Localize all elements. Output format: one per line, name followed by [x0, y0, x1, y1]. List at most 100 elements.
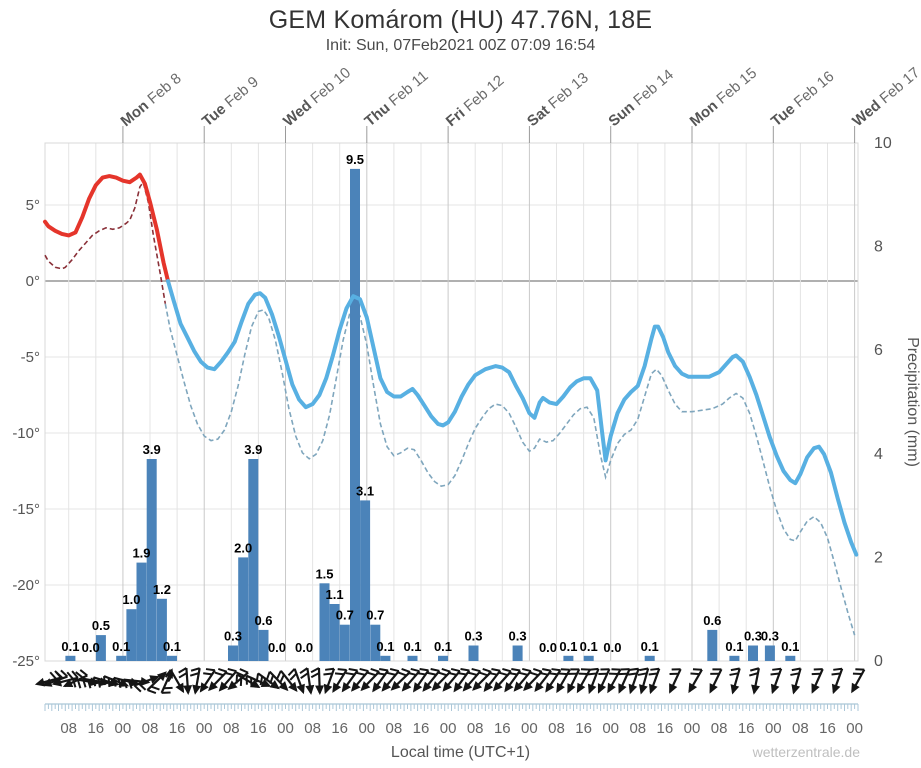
day-label: Sun Feb 14 [605, 66, 677, 130]
precip-bar [248, 459, 259, 661]
wind-barb-icon [492, 667, 512, 692]
precip-value-label: 0.6 [703, 613, 721, 628]
precip-bar [748, 645, 758, 661]
x-tick-label: 00 [684, 720, 701, 737]
precip-bar [339, 624, 350, 661]
day-label: Sat Feb 13 [524, 69, 592, 130]
wind-barb-icon [587, 667, 600, 695]
wind-barb-icon [607, 668, 622, 694]
x-tick-label: 00 [765, 720, 782, 737]
wind-barb-icon [688, 668, 703, 694]
x-tick-label: 08 [223, 720, 240, 737]
day-label: Mon Feb 15 [687, 65, 761, 131]
wind-barb-icon [227, 668, 249, 690]
precip-value-label: 0.0 [82, 640, 100, 655]
precip-bar [370, 624, 381, 661]
wind-barb-icon [245, 674, 272, 687]
precip-tick-label: 4 [874, 446, 883, 463]
x-tick-label: 16 [250, 720, 267, 737]
x-tick-label: 08 [386, 720, 403, 737]
x-tick-label: 16 [575, 720, 592, 737]
precip-value-label: 0.3 [509, 629, 527, 644]
precip-value-label: 0.1 [112, 639, 130, 654]
wind-barb-icon [618, 668, 631, 694]
x-tick-label: 00 [602, 720, 619, 737]
precip-value-label: 3.1 [356, 483, 374, 498]
precip-tick-label: 10 [874, 135, 892, 152]
day-label: Tue Feb 16 [768, 68, 837, 130]
x-tick-label: 16 [413, 720, 430, 737]
hour-tick-comb [44, 703, 859, 711]
wind-barb-icon [770, 667, 783, 695]
dewpoint-line [44, 180, 856, 636]
x-tick-label: 08 [548, 720, 565, 737]
x-tick-label: 00 [196, 720, 213, 737]
precip-value-label: 0.1 [61, 639, 79, 654]
precip-bar [360, 500, 371, 661]
precip-value-label: 0.1 [403, 639, 421, 654]
x-tick-label: 16 [657, 720, 674, 737]
x-tick-label: 08 [711, 720, 728, 737]
wind-barb-icon [709, 668, 723, 694]
wind-barb-icon [462, 667, 482, 692]
precip-bar [116, 655, 127, 661]
wind-barb-icon [545, 668, 562, 693]
x-tick-label: 08 [629, 720, 646, 737]
wind-barb-icon [133, 675, 160, 693]
wind-barb-icon [637, 667, 650, 695]
wind-barb-icon [513, 667, 532, 692]
precip-value-label: 1.0 [122, 592, 140, 607]
wind-barb-icon [218, 667, 238, 692]
precip-tick-label: 0 [874, 653, 883, 670]
watermark: wetterzentrale.de [752, 744, 860, 760]
precip-bar [707, 629, 718, 661]
day-label: Tue Feb 9 [199, 73, 262, 130]
wind-barb-icon [92, 676, 120, 688]
wind-barb-icon [208, 668, 228, 692]
precip-value-label: 0.1 [434, 639, 452, 654]
precip-value-label: 0.3 [744, 629, 762, 644]
wind-barb-icon [431, 668, 452, 692]
x-axis-title: Local time (UTC+1) [390, 744, 531, 761]
wind-barb-icon [576, 668, 591, 694]
wind-barb-icon [255, 672, 280, 690]
chart-subtitle: Init: Sun, 07Feb2021 00Z 07:09 16:54 [325, 37, 596, 54]
precip-bar [583, 655, 594, 661]
precip-value-label: 1.5 [315, 566, 333, 581]
wind-barb-icon [360, 668, 381, 692]
precip-value-label: 1.9 [132, 546, 150, 561]
wind-barb-icon [729, 667, 741, 695]
day-label: Thu Feb 11 [361, 67, 431, 130]
wind-barb-icon [669, 668, 682, 694]
precip-value-label: 0.0 [603, 640, 621, 655]
wind-barb-icon [199, 668, 216, 693]
precip-bar [350, 168, 360, 661]
precip-value-label: 1.2 [153, 582, 171, 597]
temp-tick-label: -10° [12, 425, 40, 442]
wind-barb-icon [831, 667, 844, 695]
precip-value-label: 0.3 [761, 629, 779, 644]
x-tick-label: 00 [846, 720, 863, 737]
temp-tick-label: -20° [12, 577, 40, 594]
precip-value-label: 0.5 [92, 618, 110, 633]
precip-tick-label: 8 [874, 239, 883, 256]
precip-bar [380, 655, 391, 661]
wind-barb-icon [287, 668, 305, 695]
precip-value-label: 0.6 [254, 613, 272, 628]
precip-bar [512, 645, 523, 661]
precip-value-label: 3.9 [143, 442, 161, 457]
precip-value-label: 0.1 [559, 639, 577, 654]
x-tick-label: 16 [169, 720, 186, 737]
x-tick-label: 00 [521, 720, 538, 737]
precip-value-label: 0.3 [224, 629, 242, 644]
x-tick-label: 08 [60, 720, 77, 737]
wind-barb-icon [567, 668, 581, 694]
wind-barb-icon [178, 667, 193, 695]
page-title: GEM Komárom (HU) 47.76N, 18E [268, 6, 653, 34]
wind-barb-icon [483, 668, 502, 693]
precip-bar [319, 583, 330, 661]
day-label: Wed Feb 17 [849, 64, 921, 130]
precip-bar [258, 629, 269, 661]
precip-value-label: 1.1 [326, 587, 344, 602]
